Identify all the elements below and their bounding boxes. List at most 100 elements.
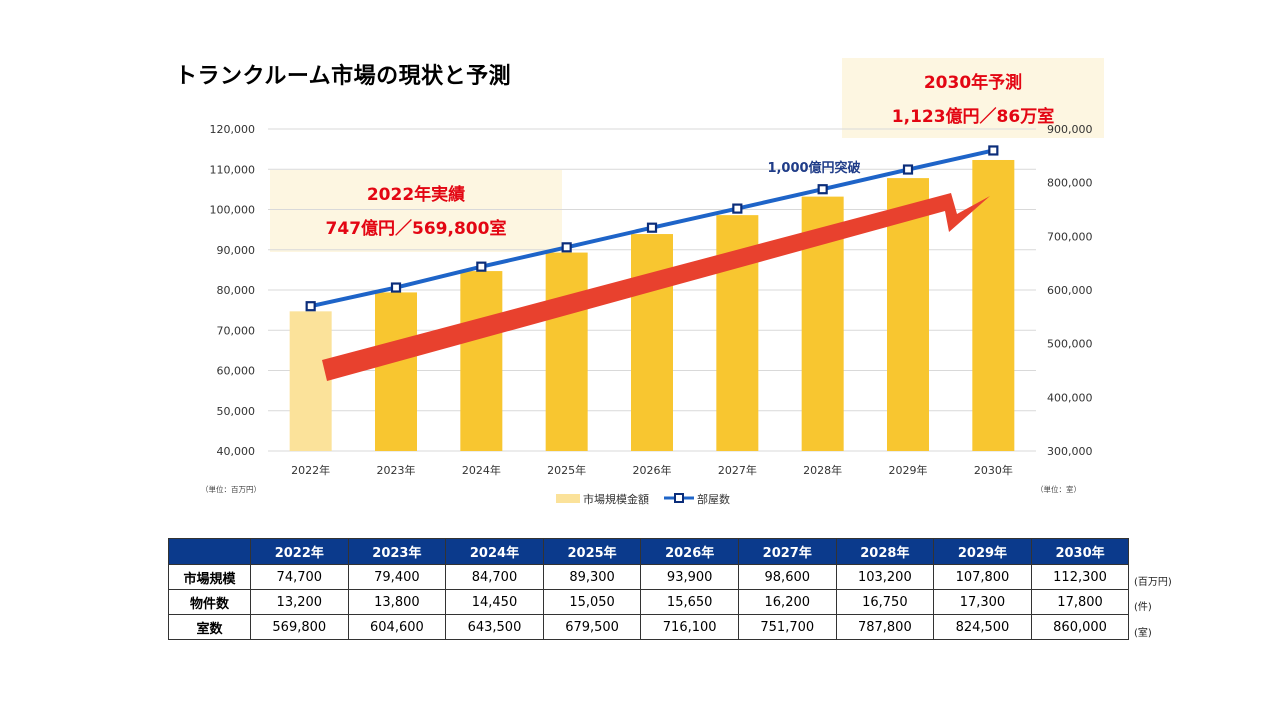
table-cell: 643,500 [445,614,544,640]
table-cell: 13,200 [250,589,349,615]
bar [289,311,332,451]
line-series [305,145,999,312]
left-axis: 40,000 50,000 60,000 70,000 80,000 90,000 100,… [210,123,256,458]
table-header-cell: 2026年 [640,538,739,565]
x-tick-label: 2029年 [889,463,928,477]
line-point [561,242,572,253]
table-cell: 13,800 [347,589,447,615]
x-axis: 2022年 2023年 2024年 2025年 2026年 2027年 2028年 2029年… [291,463,1013,477]
row-label: 室数 [168,614,251,640]
left-tick-label: 70,000 [217,324,256,337]
right-axis-unit: （単位：室） [1036,484,1081,494]
bar [460,271,503,451]
legend: 市場規模金額 部屋数 [556,492,730,506]
row-label: 物件数 [168,589,251,615]
table-cell: 98,600 [737,564,837,590]
table-cell: 16,750 [835,589,935,615]
line-point [902,164,914,175]
x-tick-label: 2025年 [547,463,586,477]
table-cell: 93,900 [640,564,739,590]
table-header-cell: 2029年 [933,538,1032,565]
left-tick-label: 120,000 [210,123,256,136]
right-tick-label: 800,000 [1047,177,1093,190]
page-title: トランクルーム市場の現状と予測 [175,64,512,89]
table-cell: 14,450 [445,589,544,615]
right-tick-label: 700,000 [1047,230,1093,243]
table-cell: 112,300 [1030,564,1130,590]
table-cell: 716,100 [640,614,739,640]
line-point [817,184,828,195]
x-tick-label: 2028年 [803,463,842,477]
table-header-cell: 2027年 [737,538,837,565]
left-tick-label: 100,000 [210,204,256,217]
x-tick-label: 2030年 [974,463,1013,477]
x-tick-label: 2024年 [462,463,501,477]
table-header-cell: 2023年 [347,538,447,565]
table-cell: 569,800 [250,614,349,640]
table-cell: 84,700 [445,564,544,590]
table-cell: 787,800 [835,614,935,640]
line-point [305,301,316,312]
chart: 40,000 50,000 60,000 70,000 80,000 90,000 100,… [201,58,1104,506]
line-point [390,282,402,293]
right-tick-label: 400,000 [1047,391,1093,404]
legend-bar-swatch [556,494,580,503]
row-unit-market: (百万円) [1134,577,1172,588]
table-cell: 107,800 [933,564,1032,590]
table-header-cell: 2030年 [1030,538,1130,565]
table-row: 物件数 13,200 13,800 14,450 15,050 15,650 1… [168,589,1130,615]
table-cell: 15,650 [640,589,739,615]
table-cell: 17,300 [933,589,1032,615]
bar [631,234,673,451]
table-cell: 16,200 [737,589,837,615]
left-tick-label: 90,000 [217,244,256,257]
left-tick-label: 40,000 [217,445,256,458]
row-unit-properties: (件) [1134,602,1152,613]
left-tick-label: 80,000 [217,284,256,297]
table-header-row: 2022年 2023年 2024年 2025年 2026年 2027年 2028… [168,538,1130,565]
table-cell: 604,600 [347,614,447,640]
right-axis: 300,000 400,000 500,000 600,000 700,000 800,0… [1047,123,1093,458]
table-cell: 79,400 [347,564,447,590]
growth-arrow [322,193,990,381]
growth-arrow-shape [322,193,990,381]
row-label: 市場規模 [168,564,251,590]
table-corner-cell [168,538,251,565]
table-cell: 15,050 [542,589,642,615]
row-unit-rooms: (室) [1134,628,1152,639]
table-cell: 74,700 [250,564,349,590]
left-tick-label: 60,000 [217,365,256,378]
forecast-callout-box [842,58,1104,138]
legend-bar-label: 市場規模金額 [583,492,649,506]
legend-line-marker [674,493,684,503]
line-point [988,145,999,156]
actual-callout-line2: 747億円／569,800室 [326,218,507,239]
left-tick-label: 50,000 [217,405,256,418]
legend-line-label: 部屋数 [697,492,730,506]
x-tick-label: 2027年 [718,463,757,477]
line-point [732,203,743,214]
right-tick-label: 900,000 [1047,123,1093,136]
table-cell: 89,300 [542,564,642,590]
line-point [646,222,658,233]
right-tick-label: 600,000 [1047,284,1093,297]
bar [972,159,1015,451]
bar [375,292,417,451]
table-cell: 860,000 [1030,614,1130,640]
table-cell: 824,500 [933,614,1032,640]
milestone-annotation: 1,000億円突破 [767,160,860,176]
table-header-cell: 2028年 [835,538,935,565]
forecast-callout-line1: 2030年予測 [924,72,1022,93]
table-cell: 679,500 [542,614,642,640]
actual-callout-box [270,170,562,252]
line-point [476,261,487,272]
table-row: 室数 569,800 604,600 643,500 679,500 716,1… [168,614,1130,640]
table-cell: 17,800 [1030,589,1130,615]
bar [545,252,588,451]
table-row: 市場規模 74,700 79,400 84,700 89,300 93,900 … [168,564,1130,590]
x-tick-label: 2023年 [377,463,416,477]
table-header-cell: 2025年 [542,538,642,565]
left-axis-unit: （単位：百万円） [201,484,261,494]
x-tick-label: 2026年 [633,463,672,477]
x-tick-label: 2022年 [291,463,330,477]
